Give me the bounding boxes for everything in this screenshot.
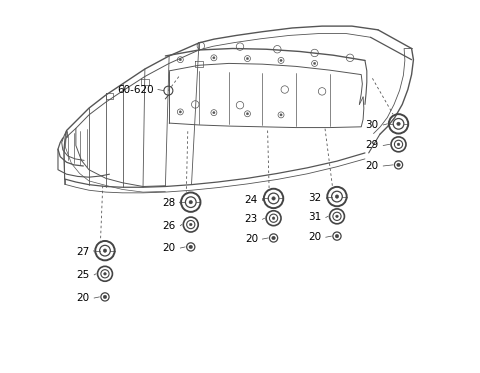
Circle shape (272, 197, 276, 200)
Text: 31: 31 (308, 213, 321, 222)
Text: 20: 20 (308, 232, 321, 242)
Circle shape (336, 215, 338, 218)
Circle shape (189, 200, 192, 204)
Circle shape (335, 234, 339, 238)
Text: 23: 23 (245, 214, 258, 224)
Text: 26: 26 (163, 221, 176, 231)
Circle shape (190, 223, 192, 226)
Circle shape (179, 59, 181, 61)
Circle shape (272, 217, 275, 220)
Circle shape (103, 249, 107, 253)
Text: 30: 30 (366, 120, 379, 130)
Text: 32: 32 (308, 193, 321, 203)
Circle shape (213, 112, 215, 114)
Text: 28: 28 (163, 198, 176, 208)
Circle shape (396, 163, 400, 167)
Text: 20: 20 (366, 161, 379, 171)
Text: 20: 20 (76, 293, 90, 303)
Circle shape (397, 143, 400, 146)
Circle shape (189, 245, 192, 249)
Circle shape (104, 272, 106, 275)
Circle shape (335, 195, 339, 198)
Text: 24: 24 (245, 195, 258, 204)
Circle shape (213, 57, 215, 59)
Text: 60-620: 60-620 (117, 85, 154, 94)
Text: 20: 20 (163, 243, 176, 253)
Text: 20: 20 (245, 234, 258, 244)
Text: 27: 27 (76, 247, 90, 257)
Circle shape (103, 295, 107, 299)
Text: 29: 29 (365, 141, 379, 150)
Circle shape (280, 59, 282, 62)
Circle shape (246, 57, 249, 60)
Circle shape (179, 111, 181, 113)
Text: 25: 25 (76, 270, 90, 280)
Circle shape (280, 114, 282, 116)
Circle shape (397, 122, 400, 126)
Circle shape (313, 62, 316, 65)
Circle shape (246, 113, 249, 115)
Circle shape (272, 236, 276, 240)
